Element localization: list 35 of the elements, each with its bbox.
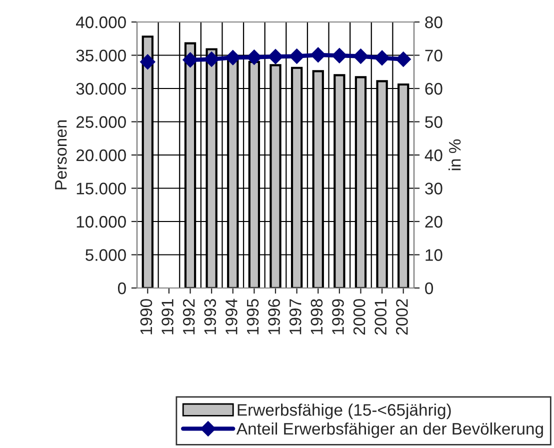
- y2-tick-label: 10: [426, 249, 442, 261]
- y-tick-label: 0: [118, 282, 126, 294]
- x-tick-label: 1996: [268, 299, 280, 334]
- y2-tick-label: 0: [425, 282, 434, 294]
- y2-tick-label: 80: [425, 16, 442, 28]
- x-tick-label: 1991: [162, 299, 174, 334]
- x-tick-label: 1993: [204, 299, 216, 334]
- y2-tick-label: 40: [424, 149, 442, 162]
- y2-tick-label: 30: [425, 182, 442, 194]
- y2-tick-label: 70: [425, 50, 442, 62]
- x-tick-label: 1994: [226, 298, 238, 334]
- x-tick-label: 1990: [140, 299, 152, 334]
- y2-tick-label: 60: [425, 82, 442, 95]
- y-tick-label: 35.000: [76, 50, 126, 62]
- x-tick-label: 1992: [182, 299, 195, 334]
- x-tick-label: 1995: [246, 299, 259, 334]
- y-tick-label: 20.000: [76, 149, 126, 162]
- x-tick-label: 1997: [289, 299, 302, 334]
- x-tick-label: 1998: [310, 299, 323, 334]
- y-tick-label: 5.000: [86, 249, 126, 261]
- y-tick-label: 40.000: [76, 16, 126, 28]
- y-tick-label: 25.000: [76, 116, 126, 128]
- y-tick-label: 10.000: [76, 216, 126, 228]
- y-tick-label: 15.000: [76, 182, 126, 194]
- x-tick-label: 2001: [374, 299, 387, 335]
- x-tick-label: 1999: [332, 299, 344, 334]
- y-tick-label: 30.000: [76, 82, 126, 95]
- y2-axis-title: in %: [448, 139, 461, 170]
- legend-label: Erwerbsfähige (15-<65jährig): [238, 404, 451, 420]
- x-tick-label: 2002: [396, 299, 408, 335]
- y-axis-title: Personen: [55, 120, 67, 190]
- y2-tick-label: 20: [425, 216, 442, 228]
- legend-label: Anteil Erwerbsfähiger an der Bevölkerung: [236, 422, 543, 438]
- y2-tick-label: 50: [425, 116, 442, 128]
- x-tick-label: 2000: [353, 299, 366, 335]
